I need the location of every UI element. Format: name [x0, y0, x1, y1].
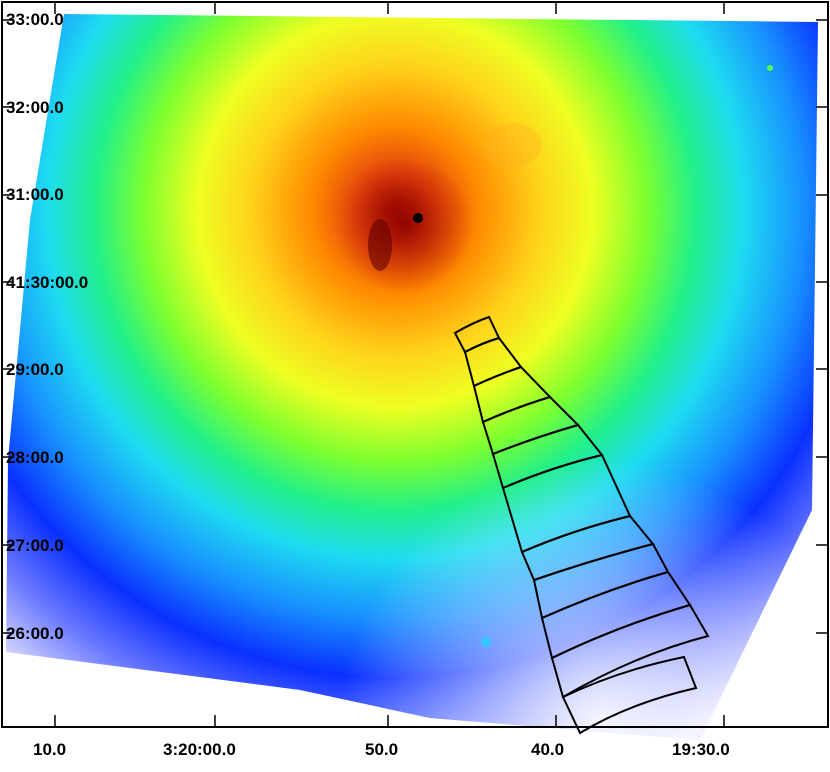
annulus-regions [453, 315, 710, 735]
ra-label-4: 40.0 [531, 740, 565, 759]
dec-label-4: 41:30:00.0 [6, 273, 89, 292]
ra-label-5: 19:30.0 [672, 740, 730, 759]
dec-label-7: 27:00.0 [6, 536, 64, 555]
dec-label-8: 26:00.0 [6, 624, 64, 643]
dec-label-3: 31:00.0 [6, 185, 64, 204]
ra-label-1: 10.0 [33, 740, 67, 759]
dec-label-1: 33:00.0 [6, 10, 64, 29]
dec-label-5: 29:00.0 [6, 360, 64, 379]
ra-label-2: 3:20:00.0 [163, 740, 236, 759]
dec-label-2: 32:00.0 [6, 98, 64, 117]
region-10 [550, 603, 710, 699]
plot-frame [1, 1, 829, 728]
tick-marks [2, 2, 828, 727]
region-11 [561, 655, 698, 735]
ra-label-3: 50.0 [365, 740, 399, 759]
dec-label-6: 28:00.0 [6, 448, 64, 467]
